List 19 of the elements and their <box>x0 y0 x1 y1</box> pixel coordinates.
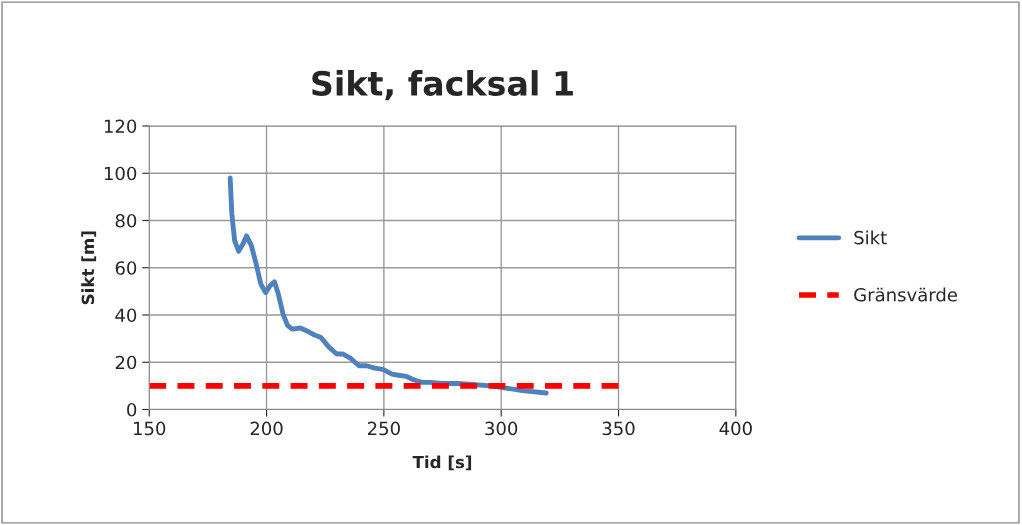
x-tick-label: 250 <box>367 421 400 436</box>
line-series <box>227 175 549 396</box>
chart-title: Sikt, facksal 1 <box>312 70 573 101</box>
y-tick-label: 20 <box>115 355 137 370</box>
x-tick-label: 150 <box>133 421 166 436</box>
y-tick-label: 0 <box>127 402 137 417</box>
x-axis-title: Tid [s] <box>412 455 472 471</box>
y-axis-title: Sikt [m] <box>81 231 97 305</box>
x-tick-label: 200 <box>250 421 283 436</box>
y-tick-label: 120 <box>104 119 137 134</box>
y-tick-label: 80 <box>115 213 137 228</box>
legend-label: Sikt <box>854 230 887 245</box>
x-tick-label: 350 <box>602 421 635 436</box>
y-tick-label: 100 <box>104 166 137 181</box>
x-tick-label: 300 <box>485 421 518 436</box>
y-tick-label: 60 <box>115 261 137 275</box>
x-tick-label: 400 <box>719 421 752 436</box>
y-tick-label: 40 <box>115 308 137 323</box>
legend-label: Gränsvärde <box>854 287 957 302</box>
